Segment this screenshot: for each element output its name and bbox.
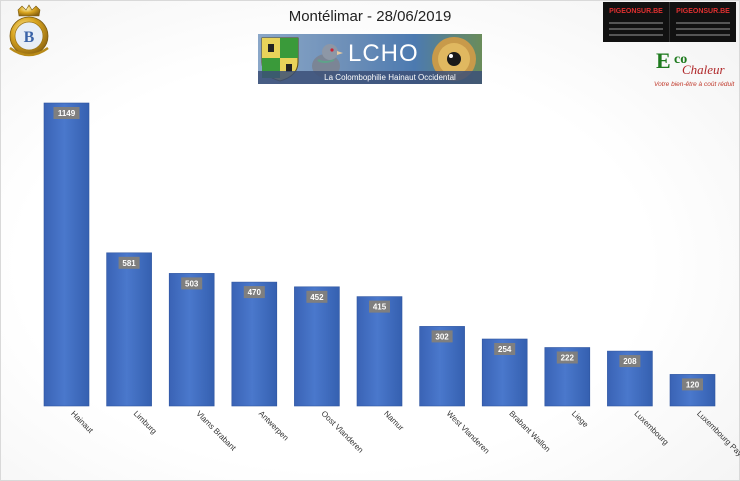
data-label: 222 [561, 354, 575, 363]
bar-namur [356, 296, 403, 407]
sponsor-word-right: PIGEONSUR.BE [676, 8, 730, 15]
data-label-box [53, 107, 80, 119]
x-tick-label: West Vlanderen [445, 409, 492, 456]
eco-chaleur-logo: E co Chaleur Votre bien-être à coût rédu… [652, 48, 736, 92]
data-label: 1149 [58, 109, 76, 118]
data-label: 120 [686, 380, 700, 389]
data-label: 254 [498, 345, 512, 354]
sponsor-panel-left: PIGEONSUR.BE [603, 2, 670, 42]
data-label: 452 [310, 293, 324, 302]
data-label-box [243, 286, 265, 299]
eco-word-chaleur: Chaleur [682, 62, 725, 77]
data-label: 302 [435, 332, 449, 341]
bar-limburg [106, 252, 152, 407]
data-label: 581 [122, 259, 136, 268]
data-label-box [556, 351, 578, 364]
x-tick-label: Vlams Brabant [194, 409, 238, 453]
crest-letter: B [24, 29, 35, 46]
data-label: 503 [185, 279, 199, 288]
x-tick-label: Luxembourg Pays [695, 409, 740, 461]
sponsor-panel-right: PIGEONSUR.BE [670, 2, 736, 42]
x-tick-label: Oost Vlanderen [319, 409, 365, 455]
x-tick-label: Liege [570, 409, 591, 430]
data-label-box [369, 300, 390, 313]
data-label-box [306, 290, 328, 303]
chart-title: Montélimar - 28/06/2019 [288, 8, 452, 25]
x-axis-labels: Hainaut Limburg Vlams Brabant Antwerpen Oost… [69, 409, 740, 461]
bar-antwerpen [231, 281, 278, 407]
x-tick-label: Luxembourg [632, 409, 670, 447]
data-label: 208 [623, 357, 637, 366]
x-tick-label: Namur [382, 409, 406, 433]
data-label-box [431, 330, 453, 343]
sponsor-word-left: PIGEONSUR.BE [609, 8, 663, 15]
eco-letter-e: E [656, 48, 671, 73]
data-label: 415 [373, 303, 387, 312]
x-tick-label: Limburg [132, 409, 159, 436]
data-label-box [494, 343, 516, 355]
data-label-box [118, 256, 140, 269]
eco-letters-co: co [674, 52, 688, 67]
banner-subtitle: La Colombophilie Hainaut Occidental [258, 71, 482, 84]
bar-oost-vlanderen [294, 286, 340, 407]
club-crest-logo: B [9, 4, 49, 57]
x-tick-label: Brabant Wallon [507, 409, 552, 454]
eco-tagline: Votre bien-être à coût réduit [654, 81, 735, 88]
data-label-box [181, 277, 203, 290]
data-label: 470 [248, 288, 262, 297]
x-tick-label: Hainaut [69, 409, 95, 435]
pigeon-eye-icon [432, 37, 476, 81]
bars-group: 1149 581 503 470 452 415 302 254 222 208 120 [43, 102, 716, 407]
x-tick-label: Antwerpen [257, 409, 290, 442]
bar-hainaut [43, 102, 90, 407]
banner-acronym: LCHO [348, 40, 419, 67]
bar-vlams-brabant [168, 273, 215, 407]
lcho-banner: LCHO La Colombophilie Hainaut Occidental [258, 34, 482, 84]
data-label-box [682, 378, 703, 391]
sponsor-banner: PIGEONSUR.BE PIGEONSUR.BE [603, 2, 736, 42]
data-label-box [619, 355, 641, 368]
